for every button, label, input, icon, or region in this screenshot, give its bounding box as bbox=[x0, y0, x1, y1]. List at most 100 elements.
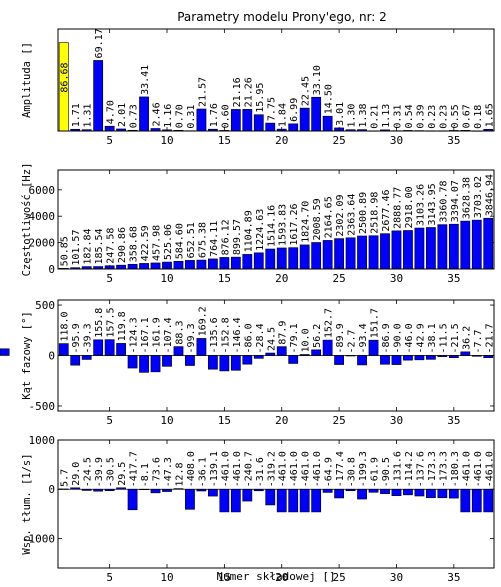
bar bbox=[311, 96, 322, 132]
bar bbox=[185, 355, 195, 366]
bar bbox=[311, 349, 322, 356]
data-label: -93.4 bbox=[358, 323, 369, 353]
data-label: 1.31 bbox=[83, 104, 94, 128]
bar bbox=[93, 60, 104, 132]
data-label: 2164.65 bbox=[324, 196, 335, 238]
bar bbox=[116, 264, 126, 270]
data-label: 24.5 bbox=[266, 327, 277, 351]
data-label: -408.0 bbox=[186, 451, 197, 487]
data-label: -7.7 bbox=[473, 329, 484, 353]
bar bbox=[265, 248, 276, 270]
x-tick-label: 10 bbox=[160, 571, 173, 584]
y-axis-label: Amplituda [] bbox=[21, 42, 33, 118]
data-label: 290.86 bbox=[117, 227, 128, 263]
data-label: -64.9 bbox=[324, 457, 335, 487]
data-label: 0.21 bbox=[370, 105, 381, 129]
data-label: -461.0 bbox=[461, 451, 472, 487]
data-label: -90.5 bbox=[381, 457, 392, 487]
bar bbox=[334, 488, 344, 499]
y-tick-label: 0 bbox=[48, 483, 55, 496]
data-label: 0.39 bbox=[415, 105, 426, 129]
data-label: 1.76 bbox=[209, 103, 220, 127]
data-label: -99.3 bbox=[186, 323, 197, 353]
data-label: 0.55 bbox=[450, 104, 461, 128]
data-label: 88.3 bbox=[174, 320, 185, 344]
data-label: 69.17 bbox=[94, 28, 105, 58]
data-label: -38.1 bbox=[427, 323, 438, 353]
bar bbox=[299, 488, 310, 513]
y-axis-label: Częstotliwość [Hz] bbox=[21, 163, 33, 277]
bar bbox=[437, 488, 448, 499]
data-label: 6.99 bbox=[289, 98, 300, 122]
data-label: -30.8 bbox=[347, 457, 358, 487]
bar bbox=[104, 339, 115, 356]
data-label: 66.7 bbox=[0, 0, 24, 3]
x-tick-label: 15 bbox=[218, 134, 231, 147]
data-label: -86.9 bbox=[381, 323, 392, 353]
data-label: 0.67 bbox=[461, 104, 472, 128]
bar bbox=[242, 109, 253, 132]
data-label: -180.3 bbox=[450, 451, 461, 487]
x-tick-label: 35 bbox=[447, 571, 460, 584]
bar bbox=[127, 355, 138, 369]
data-label: 899.57 bbox=[232, 219, 243, 255]
data-label: 764.11 bbox=[209, 221, 220, 257]
bar bbox=[471, 219, 482, 270]
x-tick-label: 15 bbox=[218, 414, 231, 427]
bar bbox=[322, 115, 333, 132]
bar bbox=[288, 247, 299, 270]
data-label: 422.59 bbox=[140, 225, 151, 261]
data-label: -135.6 bbox=[209, 317, 220, 353]
data-label: 21.57 bbox=[197, 77, 208, 107]
bar bbox=[299, 244, 310, 270]
bar bbox=[414, 488, 425, 497]
data-label: -152.8 bbox=[220, 317, 231, 353]
data-label: -461.0 bbox=[312, 451, 323, 487]
data-label: -11.5 bbox=[438, 323, 449, 353]
x-tick-label: 10 bbox=[160, 134, 173, 147]
y-tick-label: 0 bbox=[48, 263, 55, 276]
data-label: -90.0 bbox=[392, 323, 403, 353]
data-label: 1824.70 bbox=[301, 201, 312, 243]
y-tick-label: -1000 bbox=[22, 532, 55, 545]
data-label: 21.26 bbox=[243, 77, 254, 107]
data-label: -173.3 bbox=[438, 451, 449, 487]
bar bbox=[219, 355, 230, 372]
x-tick-label: 20 bbox=[275, 571, 288, 584]
data-label: -417.7 bbox=[129, 451, 140, 487]
bar bbox=[230, 355, 241, 371]
bar bbox=[448, 223, 459, 270]
bar bbox=[299, 107, 310, 132]
bar bbox=[208, 258, 218, 270]
x-tick-label: 5 bbox=[106, 134, 113, 147]
bar bbox=[253, 252, 264, 270]
data-label: 29.0 bbox=[71, 462, 82, 486]
x-tick-label: 5 bbox=[106, 272, 113, 285]
data-label: 1.30 bbox=[347, 104, 358, 128]
bar bbox=[116, 343, 126, 356]
bar bbox=[196, 338, 207, 356]
bar bbox=[311, 488, 322, 513]
data-label: 0.73 bbox=[129, 104, 140, 128]
subplot-4: Wsp. tłum. [1/s] 5.7 29.0 -24.5 -39.9 -30.5 29… bbox=[21, 434, 495, 584]
data-label: 1514.16 bbox=[266, 205, 277, 247]
data-label: 247.58 bbox=[106, 228, 117, 264]
data-label: 33.41 bbox=[140, 65, 151, 95]
x-tick-label: 35 bbox=[447, 414, 460, 427]
x-tick-label: 25 bbox=[332, 134, 345, 147]
bar bbox=[139, 96, 149, 132]
x-tick-label: 20 bbox=[275, 414, 288, 427]
bar bbox=[230, 256, 241, 270]
y-tick-label: 2000 bbox=[29, 237, 56, 250]
bar bbox=[322, 240, 333, 270]
x-tick-label: 5 bbox=[106, 571, 113, 584]
data-label: -31.6 bbox=[255, 457, 266, 487]
data-label: -240.7 bbox=[243, 451, 254, 487]
data-label: 1.16 bbox=[163, 104, 174, 128]
data-label: 15.95 bbox=[255, 83, 266, 113]
data-label: 3143.95 bbox=[427, 183, 438, 225]
bar bbox=[380, 233, 390, 270]
data-label: 2008.59 bbox=[312, 198, 323, 240]
